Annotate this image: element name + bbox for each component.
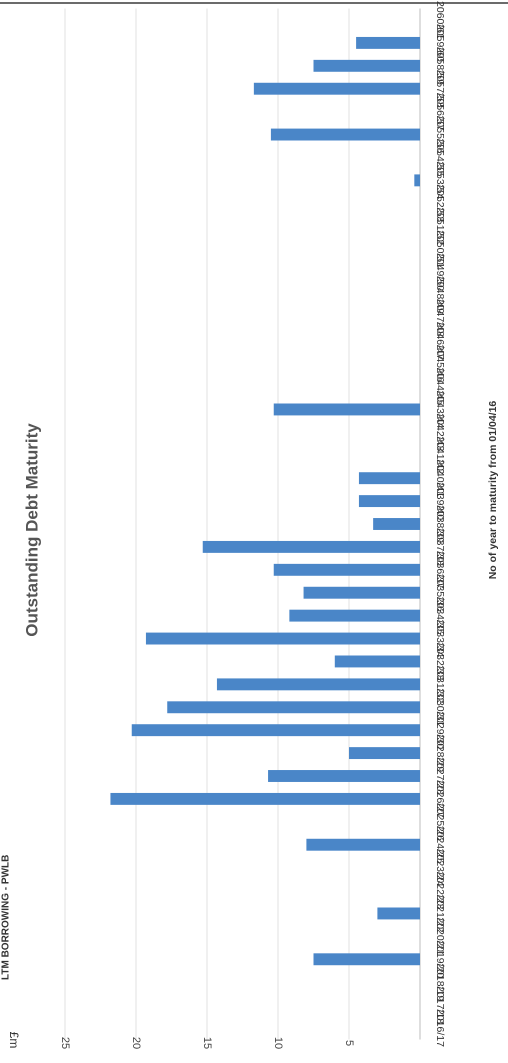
bar xyxy=(358,472,420,485)
bar xyxy=(167,701,420,714)
chart-title: Outstanding Debt Maturity xyxy=(23,423,42,637)
category-tick-label: 2036/37 xyxy=(434,551,446,589)
category-tick-label: 2024/25 xyxy=(434,826,446,864)
category-tick-label: 2029/30 xyxy=(434,711,446,749)
category-tick-label: 2046/47 xyxy=(434,322,446,360)
bar xyxy=(377,907,420,920)
value-tick-label: 25 xyxy=(59,1037,71,1049)
category-tick-label: 2040/41 xyxy=(434,459,446,497)
category-tick-label: 2043/44 xyxy=(434,390,446,428)
category-tick-label: 2042/43 xyxy=(434,413,446,451)
header-text: LTM BORROWING - PWLB xyxy=(1,855,12,980)
category-tick-label: 2044/45 xyxy=(434,368,446,406)
grid-layer xyxy=(64,8,421,1040)
value-tick-label: 5 xyxy=(343,1040,355,1046)
bar xyxy=(270,128,420,141)
bar xyxy=(289,609,420,622)
bar xyxy=(414,174,420,187)
category-tick-label: 2033/34 xyxy=(434,620,446,658)
category-tick-label: 2021/22 xyxy=(434,894,446,932)
bar xyxy=(358,495,420,508)
bar xyxy=(273,403,420,416)
category-tick-label: 2060/61 xyxy=(434,1,446,39)
category-tick-label: 2054/55 xyxy=(434,138,446,176)
bar xyxy=(145,632,420,645)
category-tick-label: 2030/31 xyxy=(434,688,446,726)
category-tick-label: 2059/60 xyxy=(434,24,446,62)
category-axis-label: No of year to maturity from 01/04/16 xyxy=(487,401,499,580)
bar xyxy=(268,770,420,782)
bar xyxy=(110,792,420,805)
bar xyxy=(313,59,420,72)
category-tick-label: 2051/52 xyxy=(434,207,446,245)
bar xyxy=(202,540,420,553)
category-tick-label: 2031/32 xyxy=(434,665,446,703)
bar xyxy=(349,747,420,760)
bar xyxy=(306,838,420,851)
category-tick-label: 2041/42 xyxy=(434,436,446,474)
category-tick-label: 2053/54 xyxy=(434,161,446,199)
category-tick-label: 2052/53 xyxy=(434,184,446,222)
bar xyxy=(273,563,420,576)
category-tick-label: 2023/24 xyxy=(434,849,446,887)
category-tick-label: 2037/38 xyxy=(434,528,446,566)
value-axis-label: £m xyxy=(7,1032,21,1049)
category-tick-label: 2018/19 xyxy=(434,963,446,1001)
labels-layer: 2016/172017/182018/192019/202020/212021/… xyxy=(1,1,500,1049)
category-tick-label: 2027/28 xyxy=(434,757,446,795)
value-tick-label: 20 xyxy=(130,1037,142,1049)
category-tick-label: 2019/20 xyxy=(434,940,446,978)
bar xyxy=(356,36,420,49)
category-tick-label: 2058/59 xyxy=(434,47,446,85)
category-tick-label: 2047/48 xyxy=(434,299,446,337)
category-tick-label: 2025/26 xyxy=(434,803,446,841)
category-tick-label: 2016/17 xyxy=(434,1009,446,1047)
category-tick-label: 2017/18 xyxy=(434,986,446,1024)
category-tick-label: 2049/50 xyxy=(434,253,446,291)
bar xyxy=(131,724,421,737)
bar xyxy=(216,678,420,691)
bar xyxy=(253,82,420,95)
category-tick-label: 2022/23 xyxy=(434,872,446,910)
bar xyxy=(373,518,420,530)
bars-layer xyxy=(110,36,421,966)
bar xyxy=(313,953,420,966)
category-tick-label: 2055/56 xyxy=(434,116,446,154)
category-tick-label: 2048/49 xyxy=(434,276,446,314)
category-tick-label: 2028/29 xyxy=(434,734,446,772)
category-tick-label: 2035/36 xyxy=(434,574,446,612)
value-tick-label: 15 xyxy=(201,1037,213,1049)
category-tick-label: 2050/51 xyxy=(434,230,446,268)
bar xyxy=(303,586,420,599)
category-tick-label: 2034/35 xyxy=(434,597,446,635)
category-tick-label: 2038/39 xyxy=(434,505,446,543)
category-tick-label: 2039/40 xyxy=(434,482,446,520)
bar xyxy=(334,655,420,668)
category-tick-label: 2026/27 xyxy=(434,780,446,818)
category-tick-label: 2056/57 xyxy=(434,93,446,131)
category-tick-label: 2045/46 xyxy=(434,345,446,383)
category-tick-label: 2032/33 xyxy=(434,642,446,680)
value-tick-label: 10 xyxy=(272,1037,284,1049)
category-tick-label: 2020/21 xyxy=(434,917,446,955)
category-tick-label: 2057/58 xyxy=(434,70,446,108)
